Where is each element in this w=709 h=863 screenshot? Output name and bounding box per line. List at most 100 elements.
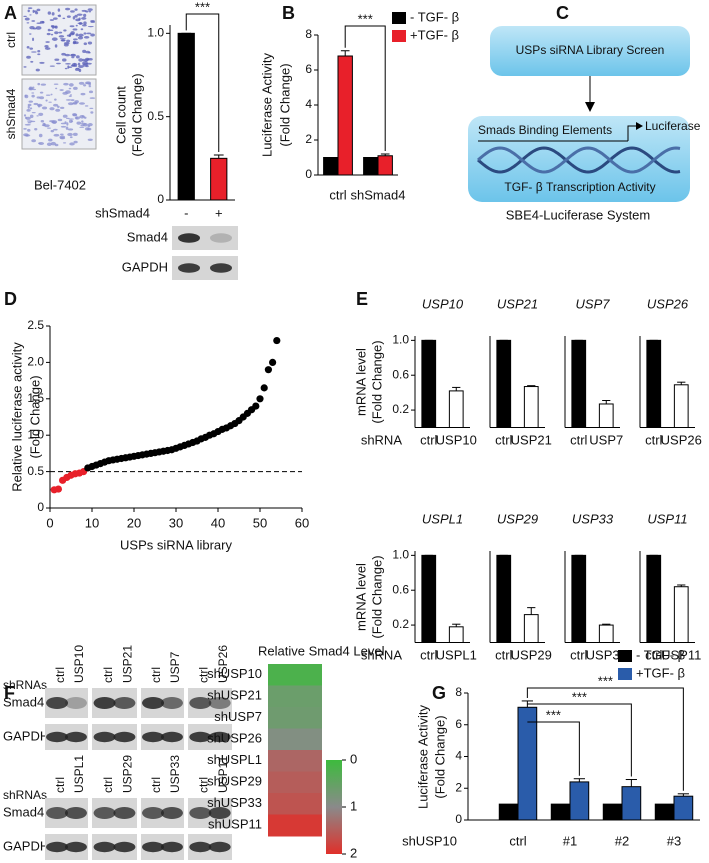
stained-cell (79, 115, 86, 119)
x-tick-label: - (184, 205, 188, 220)
blot-band (142, 841, 165, 853)
stained-cell (76, 121, 82, 125)
blot-band (160, 697, 183, 709)
x-tick-label: #1 (563, 833, 577, 848)
stained-cell (55, 108, 61, 112)
stained-cell (37, 50, 41, 53)
heatmap-cell (268, 728, 322, 751)
stained-cell (78, 33, 84, 37)
bar (448, 626, 464, 643)
bar (673, 586, 689, 644)
y-tick-label: 0 (305, 167, 312, 181)
stained-cell (74, 116, 80, 120)
panel-letter: F (4, 683, 15, 703)
y-tick-label: 0.2 (392, 402, 409, 416)
stained-cell (48, 101, 52, 103)
x-tick-label: ctrl (645, 647, 662, 662)
y-axis-label: Cell count (113, 86, 128, 144)
stained-cell (67, 128, 74, 131)
panel-letter: D (4, 289, 17, 309)
stained-cell (59, 133, 64, 136)
stained-cell (90, 111, 94, 114)
stained-cell (23, 66, 27, 68)
chart-title: USP7 (576, 296, 611, 311)
legend-swatch (392, 12, 406, 24)
stained-cell (23, 114, 27, 117)
bar (323, 157, 339, 176)
stained-cell (72, 132, 78, 136)
x-tick-label: ctrl (495, 647, 512, 662)
stained-cell (83, 35, 90, 39)
stained-cell (74, 68, 80, 71)
bar (571, 554, 587, 643)
element-text: Smads Binding Elements (478, 123, 612, 137)
stained-cell (27, 9, 30, 13)
stained-cell (39, 96, 45, 100)
stained-cell (50, 93, 53, 96)
stained-cell (37, 53, 41, 56)
lane-label: ctrl (149, 777, 163, 793)
lane-label: USP10 (72, 645, 86, 683)
bar (496, 554, 512, 643)
y-tick-label: 2 (455, 780, 462, 794)
stained-cell (77, 22, 84, 24)
stained-cell (23, 128, 27, 130)
stained-cell (54, 58, 60, 61)
bar (337, 55, 353, 176)
y-axis-label: (Fold Change) (369, 555, 384, 638)
stained-cell (36, 115, 39, 117)
panel-letter: G (432, 683, 446, 703)
stained-cell (75, 55, 80, 59)
stained-cell (75, 24, 78, 27)
x-tick-label: USP7 (589, 432, 623, 447)
significance-label: *** (572, 689, 587, 704)
stained-cell (78, 65, 84, 69)
stained-cell (73, 38, 78, 41)
significance-bracket (527, 721, 580, 776)
stained-cell (27, 7, 33, 9)
stained-cell (83, 21, 87, 25)
stained-cell (33, 10, 38, 13)
x-axis-label: shRNA (361, 432, 403, 447)
stained-cell (24, 17, 30, 21)
blot-band (93, 807, 116, 819)
stained-cell (24, 123, 31, 126)
stained-cell (66, 15, 71, 18)
x-tick-label: USP21 (511, 432, 552, 447)
stained-cell (60, 39, 66, 42)
bar (496, 339, 512, 429)
stained-cell (49, 120, 55, 123)
blot-band (189, 841, 212, 853)
significance-label: *** (546, 707, 561, 722)
blot-band (189, 731, 212, 743)
blot-band (189, 697, 212, 709)
legend-label: - TGF- β (410, 9, 459, 24)
stained-cell (43, 124, 50, 128)
blot-band (93, 697, 116, 709)
y-axis-label: mRNA level (353, 563, 368, 631)
stained-cell (31, 92, 35, 94)
stained-cell (65, 62, 71, 65)
y-axis-label: mRNA level (353, 348, 368, 416)
stained-cell (63, 82, 69, 86)
bar (646, 554, 662, 643)
stained-cell (40, 120, 45, 123)
y-tick-label: 0.6 (392, 367, 409, 381)
stained-cell (65, 99, 72, 101)
panel-c: USPs siRNA Library Screen Smads Binding … (468, 26, 701, 222)
stained-cell (81, 120, 84, 123)
legend-label: +TGF- β (410, 27, 459, 42)
stained-cell (40, 83, 47, 86)
stained-cell (53, 128, 58, 131)
stained-cell (39, 20, 45, 24)
significance-bracket (185, 13, 220, 152)
stained-cell (57, 8, 61, 12)
stained-cell (78, 58, 84, 62)
stained-cell (71, 56, 75, 59)
y-tick-label: 0 (37, 500, 44, 514)
y-axis-label: (Fold Change) (369, 340, 384, 423)
stained-cell (46, 142, 52, 147)
stained-cell (35, 26, 42, 30)
significance-label: *** (195, 0, 210, 14)
stained-cell (69, 142, 75, 146)
